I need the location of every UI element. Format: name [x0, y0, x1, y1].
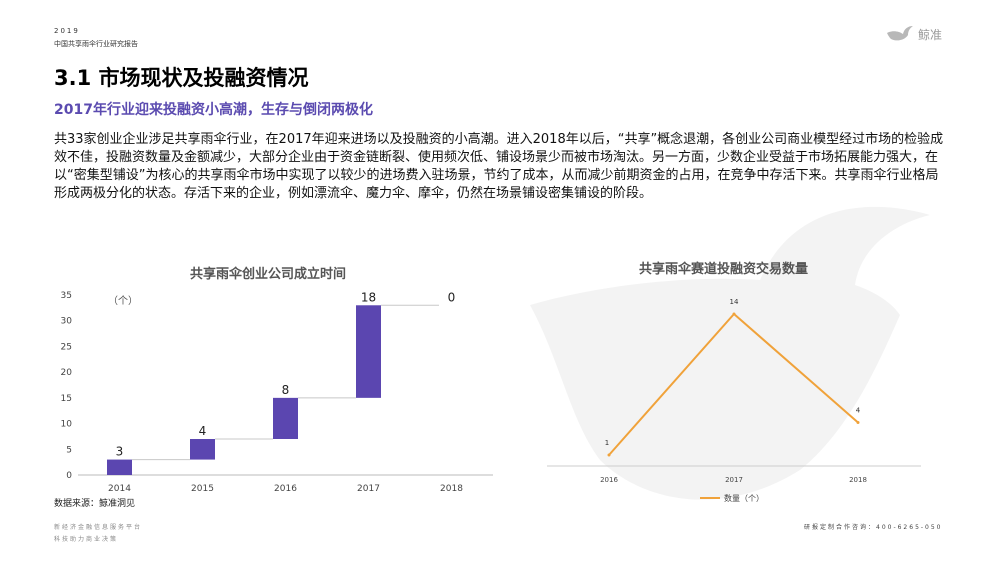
y-tick-label: 15	[61, 394, 72, 404]
page-title: 3.1 市场现状及投融资情况	[54, 66, 309, 90]
series-line	[608, 312, 859, 456]
data-label: 14	[730, 298, 739, 306]
data-source: 数据来源：鲸准洞见	[54, 499, 136, 509]
bar	[107, 459, 132, 475]
y-tick-label: 0	[66, 471, 72, 481]
data-point	[607, 453, 611, 457]
bar	[273, 397, 298, 439]
y-tick-label: 20	[61, 368, 73, 378]
x-tick-label: 2017	[357, 484, 380, 494]
y-tick-label: 5	[66, 445, 72, 455]
report-year: 2019	[54, 27, 80, 35]
unit-label: （个）	[108, 295, 138, 307]
x-tick-label: 2015	[191, 484, 214, 494]
footer-contact: 研报定制合作咨询：400-6265-050	[804, 524, 943, 531]
bar-chart-title: 共享雨伞创业公司成立时间	[190, 267, 347, 282]
report-title: 中国共享雨伞行业研究报告	[54, 40, 138, 48]
y-tick-label: 35	[61, 291, 72, 301]
brand-name: 鲸准	[918, 27, 943, 42]
y-tick-label: 25	[61, 342, 72, 352]
data-point	[732, 312, 736, 316]
bar	[356, 305, 381, 398]
x-tick-label: 2016	[600, 476, 618, 484]
x-tick-label: 2018	[849, 476, 867, 484]
x-tick-label: 2018	[440, 484, 463, 494]
brand-logo: 鲸准	[886, 24, 942, 44]
data-label: 8	[282, 383, 290, 397]
page-subtitle: 2017年行业迎来投融资小高潮，生存与倒闭两极化	[54, 102, 373, 118]
data-label: 4	[199, 424, 207, 438]
footer-tagline-2: 科技助力商业决策	[54, 536, 119, 543]
body-paragraph: 共33家创业企业涉足共享雨伞行业，在2017年迎来进场以及投融资的小高潮。进入2…	[54, 132, 944, 201]
data-label: 3	[116, 445, 124, 459]
bar	[190, 439, 215, 460]
line-chart-title: 共享雨伞赛道投融资交易数量	[639, 262, 809, 277]
data-label: 18	[361, 290, 376, 304]
data-label: 1	[605, 439, 609, 447]
y-tick-label: 30	[61, 317, 73, 327]
whale-logo-icon	[887, 26, 913, 41]
data-label: 0	[448, 290, 456, 304]
x-tick-label: 2016	[274, 484, 297, 494]
x-tick-label: 2017	[725, 476, 743, 484]
footer-tagline-1: 新经济金融信息服务平台	[54, 524, 143, 531]
data-point	[856, 420, 860, 424]
y-tick-label: 10	[61, 420, 73, 430]
data-label: 4	[856, 406, 861, 414]
x-tick-label: 2014	[108, 484, 131, 494]
legend-label: 数量（个）	[724, 493, 764, 503]
